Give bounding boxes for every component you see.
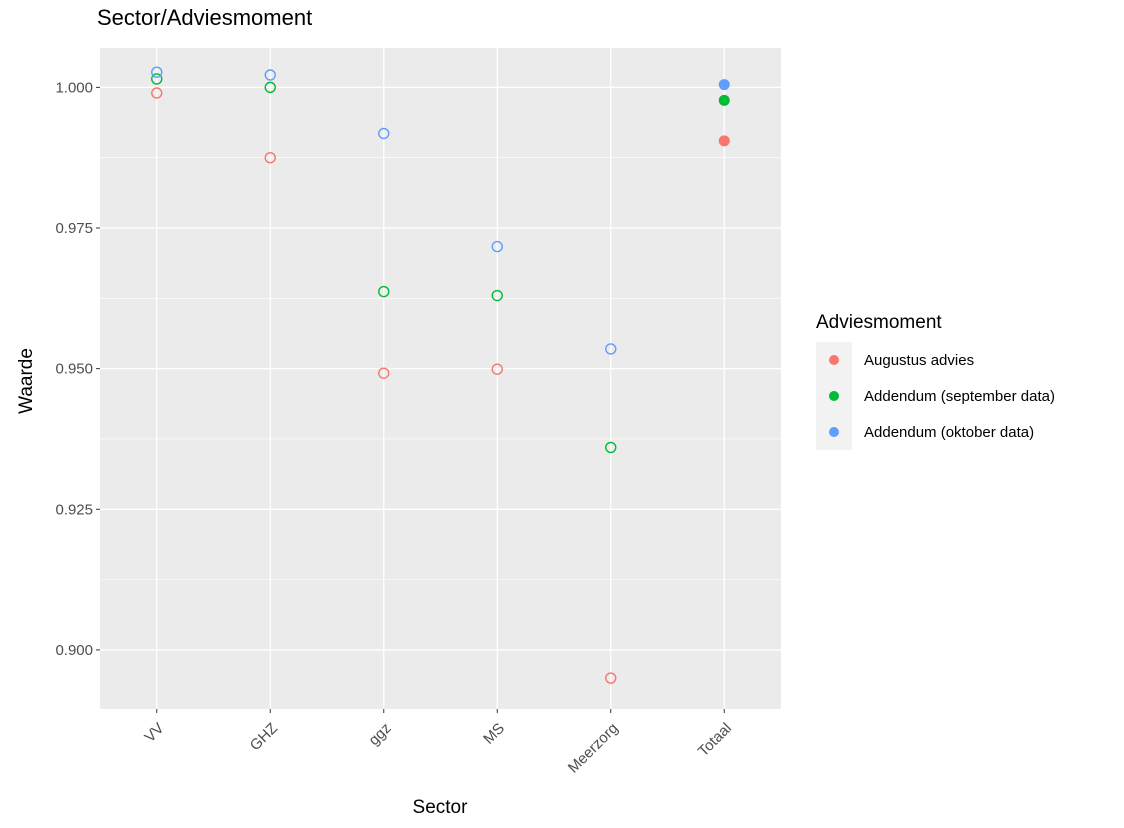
x-tick-label: VV (141, 720, 167, 746)
data-point (718, 135, 730, 147)
legend-label: Augustus advies (864, 352, 974, 369)
data-point (378, 127, 390, 140)
x-tick-label: MS (480, 720, 508, 748)
x-tick-label: GHZ (247, 720, 281, 754)
legend-label: Addendum (oktober data) (864, 424, 1034, 441)
data-point (605, 672, 617, 684)
chart-title: Sector/Adviesmoment (97, 5, 312, 30)
data-point (718, 79, 730, 91)
data-point (378, 367, 390, 379)
data-point (491, 363, 503, 375)
data-point (378, 285, 390, 298)
legend-key (829, 391, 839, 401)
data-points (151, 66, 730, 684)
data-point (264, 81, 276, 94)
legend-key (829, 355, 839, 365)
x-tick-label: Totaal (695, 720, 735, 760)
data-point (151, 66, 163, 78)
x-tick-label: Meerzorg (565, 720, 622, 777)
y-tick-label: 0.925 (55, 501, 93, 518)
data-point (605, 441, 617, 454)
y-tick-label: 0.950 (55, 361, 93, 378)
data-point (491, 289, 503, 302)
x-axis: VV GHZ ggz MS Meerzorg Totaal (141, 709, 735, 777)
data-point (264, 151, 276, 164)
y-axis: 0.900 0.925 0.950 0.975 1.000 (55, 79, 100, 659)
panel-background (100, 48, 781, 709)
data-point (151, 73, 163, 85)
plot-panel (100, 48, 781, 709)
legend-key (829, 427, 839, 437)
y-tick-label: 0.900 (55, 642, 93, 659)
y-tick-label: 1.000 (55, 79, 93, 96)
legend-label: Addendum (september data) (864, 388, 1055, 405)
data-point (264, 69, 276, 81)
y-tick-label: 0.975 (55, 220, 93, 237)
data-point (151, 87, 163, 99)
y-axis-title: Waarde (16, 348, 37, 414)
x-tick-label: ggz (365, 720, 394, 749)
legend: Adviesmoment Augustus advies Addendum (se… (816, 312, 1055, 450)
data-point (605, 343, 617, 355)
data-point (491, 240, 503, 253)
data-point (718, 94, 730, 106)
x-axis-title: Sector (413, 797, 469, 818)
legend-title: Adviesmoment (816, 312, 942, 333)
